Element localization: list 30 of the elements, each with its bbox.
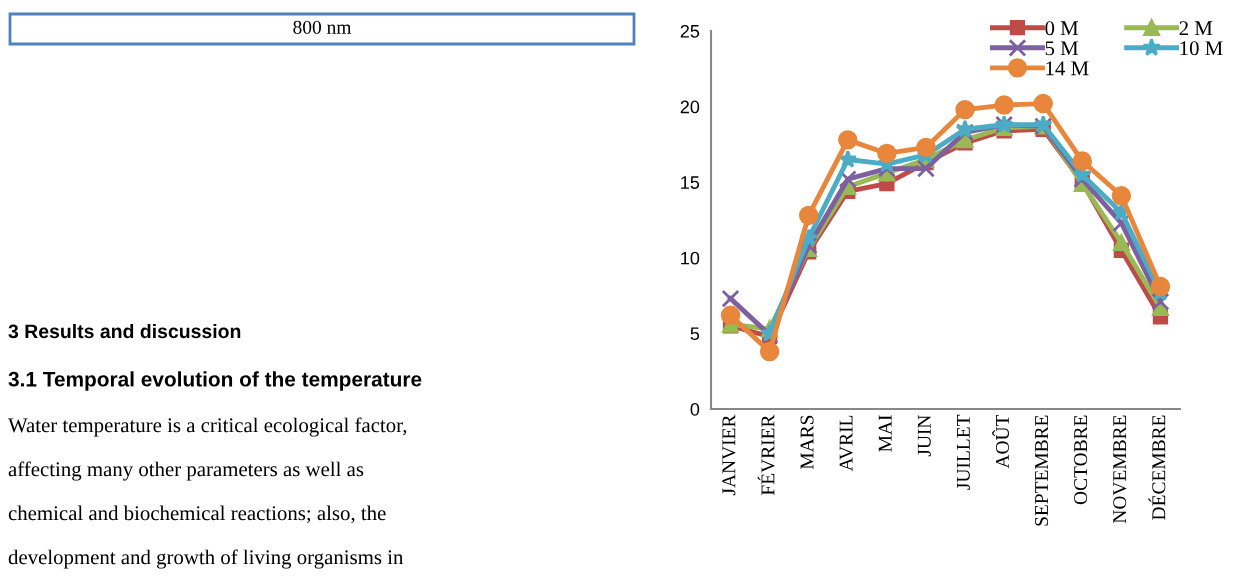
x-tick-label: AVRIL	[839, 415, 853, 472]
legend-label: 2 M	[1179, 21, 1213, 36]
x-tick-label: NOVEMBRE	[1113, 415, 1127, 524]
x-tick-label: FÉVRIER	[757, 414, 775, 496]
text: 800 nm	[293, 20, 352, 34]
y-tick-label: 0	[690, 402, 700, 416]
y-tick-label: 5	[690, 327, 700, 341]
x-tick-label: JUIN	[917, 415, 931, 457]
y-tick-label: 15	[681, 176, 700, 189]
legend-label: 10 M	[1180, 41, 1223, 56]
text: 3 Results and discussion	[8, 323, 241, 339]
x-tick-label: SEPTEMBRE	[1035, 415, 1049, 526]
legend-label: 0 M	[1045, 21, 1079, 36]
x-tick-label: MARS	[800, 415, 814, 470]
x-tick-label: MAI	[878, 415, 892, 452]
y-tick-label: 10	[681, 251, 700, 265]
text: development and growth of living organisms in	[8, 549, 404, 569]
x-tick-label: JUILLET	[956, 414, 970, 490]
x-tick-label: AOÛT	[992, 414, 1009, 469]
legend-label: 5 M	[1045, 41, 1079, 56]
y-tick-label: 25	[680, 24, 700, 38]
x-tick-label: OCTOBRE	[1074, 415, 1088, 505]
text: 3.1 Temporal evolution of the temperature	[8, 371, 422, 391]
text: Water temperature is a critical ecological factor,	[8, 417, 407, 437]
x-tick-label: DÉCEMBRE	[1148, 415, 1166, 520]
y-tick-label: 20	[680, 100, 700, 114]
text: chemical and biochemical reactions; also, the	[8, 505, 386, 524]
legend-label: 14 M	[1046, 61, 1089, 76]
x-tick-label: JANVIER	[722, 414, 736, 496]
text: affecting many other parameters as well as	[8, 461, 364, 481]
